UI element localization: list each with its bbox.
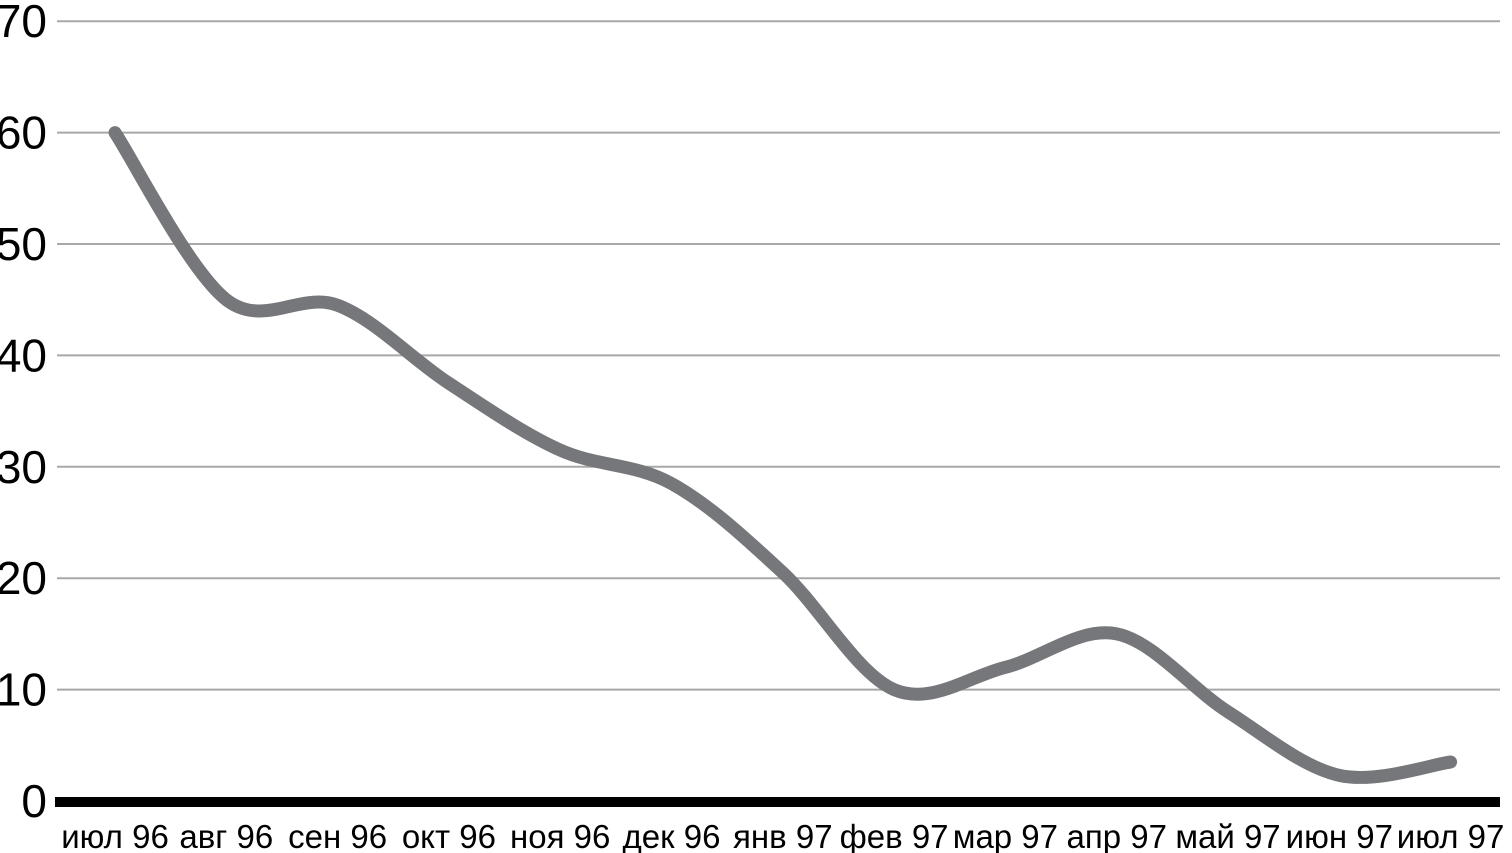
x-axis-tick-label: июн 97 <box>1286 818 1393 853</box>
x-axis-tick-label: янв 97 <box>733 818 833 853</box>
y-axis-tick-label: 60 <box>0 107 47 159</box>
x-axis-tick-label: июл 96 <box>61 818 169 853</box>
y-axis-tick-label: 20 <box>0 552 47 604</box>
x-axis-tick-label: фев 97 <box>840 818 949 853</box>
x-axis-tick-label: май 97 <box>1175 818 1280 853</box>
x-axis-tick-label: мар 97 <box>953 818 1058 853</box>
x-axis-tick-label: апр 97 <box>1066 818 1166 853</box>
y-axis-tick-label: 70 <box>0 0 47 47</box>
y-axis-tick-label: 50 <box>0 218 47 270</box>
x-axis-tick-label: сен 96 <box>288 818 387 853</box>
x-axis-tick-label: окт 96 <box>402 818 496 853</box>
y-axis-tick-label: 40 <box>0 329 47 381</box>
x-axis-tick-label: ноя 96 <box>510 818 610 853</box>
y-axis-tick-label: 0 <box>21 775 47 827</box>
y-axis-tick-label: 30 <box>0 441 47 493</box>
y-axis-tick-label: 10 <box>0 664 47 716</box>
x-axis-tick-label: дек 96 <box>623 818 721 853</box>
x-axis-tick-label: авг 96 <box>179 818 273 853</box>
data-series-line <box>108 126 1458 784</box>
x-axis-tick-label: июл 97 <box>1397 818 1505 853</box>
